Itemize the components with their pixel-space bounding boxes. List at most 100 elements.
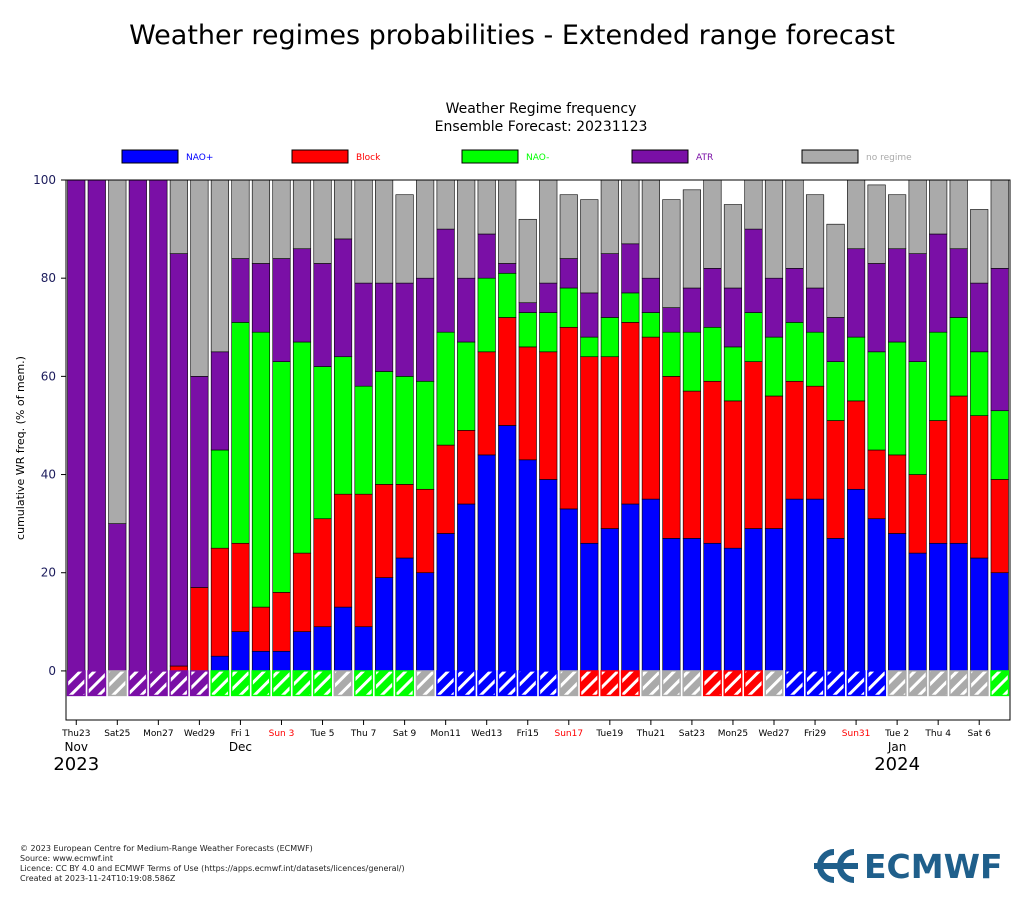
bar-no-regime [190, 179, 209, 377]
bar-block [580, 356, 599, 544]
bar-nao- [498, 272, 517, 318]
bar-atr [169, 253, 188, 667]
legend-label-block: Block [356, 153, 381, 163]
dominant-box-atr [148, 670, 168, 697]
bar-no-regime [108, 179, 127, 524]
bar-no-regime [621, 179, 640, 245]
bar-no-regime [600, 179, 619, 254]
bar-nao- [621, 292, 640, 323]
dominant-box-no-regime [641, 670, 661, 697]
bar-nao- [785, 498, 804, 672]
dominant-box-nao- [785, 670, 804, 697]
bar-atr [847, 248, 866, 338]
bar-no-regime [354, 179, 373, 284]
bar-block [559, 326, 578, 510]
dominant-box-block [744, 670, 763, 697]
bar-nao- [970, 557, 989, 672]
bar-nao- [970, 351, 989, 416]
bar-no-regime [723, 204, 743, 289]
legend-swatch-nao- [461, 149, 519, 164]
legend-label-nao-: NAO- [526, 153, 549, 163]
bar-no-regime [395, 194, 414, 284]
bar-no-regime [764, 179, 784, 279]
bar-no-regime [888, 194, 907, 250]
bar-atr [108, 523, 127, 672]
copyright-footer: © 2023 European Centre for Medium-Range … [20, 844, 405, 884]
legend-swatch-no-regime [801, 149, 859, 164]
bar-nao- [662, 538, 681, 672]
bar-atr [539, 282, 558, 313]
dominant-box-atr [87, 670, 107, 697]
bar-block [539, 351, 558, 480]
bar-atr [251, 263, 271, 333]
dominant-box-nao- [805, 670, 825, 697]
bar-nao- [354, 385, 373, 495]
dominant-box-no-regime [969, 670, 989, 697]
bar-nao- [518, 459, 537, 672]
dominant-box-nao- [826, 670, 846, 697]
dominant-box-nao- [497, 670, 517, 697]
bar-no-regime [744, 179, 763, 230]
x-tick-label: Tue19 [595, 729, 623, 739]
bar-nao- [313, 626, 332, 672]
bar-no-regime [908, 179, 927, 254]
bar-atr [231, 258, 250, 323]
bar-block [990, 479, 1009, 574]
legend-label-nao-: NAO+ [186, 153, 213, 163]
y-tick-label: 0 [48, 664, 56, 678]
y-tick-label: 20 [41, 566, 56, 580]
bar-no-regime [990, 179, 1009, 269]
bar-block [826, 420, 845, 539]
bar-nao- [949, 542, 968, 672]
bar-nao- [539, 479, 558, 672]
bar-nao- [826, 538, 845, 672]
bar-atr [990, 268, 1009, 412]
bar-no-regime [436, 179, 455, 230]
bar-atr [354, 282, 373, 387]
bar-block [231, 542, 250, 632]
bar-atr [67, 179, 86, 672]
bar-block [416, 488, 435, 574]
legend-swatch-block [291, 149, 349, 164]
dominant-box-no-regime [107, 670, 127, 697]
bar-atr [559, 258, 578, 289]
bar-block [518, 346, 537, 461]
bar-nao- [908, 361, 927, 475]
bar-atr [436, 228, 455, 333]
bar-nao- [929, 331, 948, 421]
dominant-box-no-regime [682, 670, 702, 697]
dominant-box-nao- [374, 670, 394, 697]
bar-nao- [354, 626, 373, 672]
bar-block [436, 444, 455, 534]
bar-atr [621, 243, 640, 294]
bar-no-regime [231, 179, 250, 259]
bar-block [600, 356, 619, 529]
x-tick-label: Sun 3 [269, 729, 295, 739]
dominant-box-block [579, 670, 599, 697]
bar-nao- [518, 312, 537, 348]
bar-block [970, 415, 989, 559]
bar-no-regime [970, 209, 989, 284]
bar-block [354, 493, 373, 628]
bar-atr [498, 263, 517, 274]
bar-nao- [477, 277, 496, 353]
bar-no-regime [703, 179, 722, 269]
bar-nao- [272, 361, 291, 593]
bar-nao- [292, 341, 312, 554]
bar-atr [949, 248, 968, 318]
bar-no-regime [457, 179, 476, 279]
bar-nao- [539, 312, 558, 353]
bar-atr [723, 287, 743, 348]
x-tick-label: Wed27 [758, 729, 789, 739]
bar-no-regime [580, 199, 599, 294]
x-tick-label: Tue 2 [884, 729, 909, 739]
x-tick-label: Thu 4 [924, 729, 951, 739]
bar-atr [826, 317, 845, 362]
bar-no-regime [929, 179, 948, 235]
bar-block [210, 547, 229, 657]
bar-atr [908, 253, 927, 362]
bar-nao- [457, 503, 476, 672]
bar-nao- [231, 631, 250, 672]
bar-no-regime [375, 179, 394, 284]
